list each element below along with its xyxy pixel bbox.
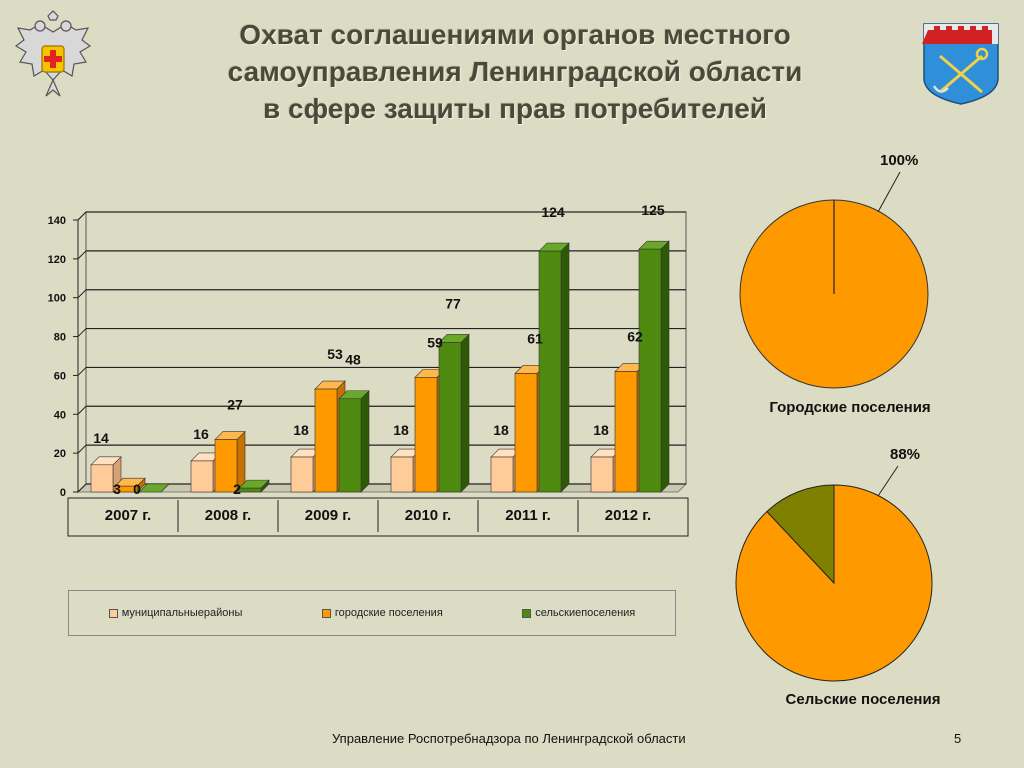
bar [390, 456, 414, 493]
bar [414, 377, 438, 493]
double-headed-eagle-emblem-icon [14, 10, 92, 97]
gridline-diag [77, 483, 87, 493]
data-label: 0 [133, 481, 141, 497]
bar [190, 460, 214, 493]
data-label: 18 [493, 422, 509, 438]
legend-swatch-municipal [108, 608, 118, 618]
x-tick-label: 2011 г. [505, 507, 551, 524]
data-label: 59 [427, 334, 443, 350]
bar-top [138, 483, 170, 493]
page-number: 5 [954, 731, 962, 746]
legend-item-municipal: муниципальныерайоны [108, 607, 243, 619]
title-line-1: Охват соглашениями органов местного [239, 19, 791, 50]
gridline-diag [77, 289, 87, 299]
footer-text: Управление Роспотребнадзора по Ленинград… [332, 731, 686, 746]
y-tick-label: 40 [54, 409, 66, 421]
urban-pie-chart [739, 199, 929, 389]
chart-back-wall [85, 211, 687, 485]
legend-label-municipal: муниципальныерайоны [121, 607, 243, 619]
data-label: 124 [541, 204, 565, 220]
y-tick-label: 140 [48, 215, 66, 227]
y-tick-label: 0 [60, 487, 66, 499]
gridline-diag [77, 405, 87, 415]
bar [614, 371, 638, 493]
legend-swatch-rural [522, 608, 532, 618]
bar [238, 487, 262, 493]
bar-side [660, 240, 670, 493]
data-label: 27 [227, 397, 243, 413]
data-label: 2 [233, 481, 241, 497]
rural-pie-leader-line [877, 465, 899, 497]
legend-swatch-urban [321, 608, 331, 618]
data-label: 61 [527, 330, 543, 346]
legend-item-urban: городские поселения [321, 607, 443, 619]
rural-pie-percent: 88% [890, 446, 921, 463]
gridline-diag [77, 250, 87, 260]
title-line-2: самоуправления Ленинградской области [227, 56, 803, 87]
leningrad-oblast-coat-of-arms-icon [922, 23, 999, 105]
x-tick-label: 2009 г. [305, 507, 351, 524]
slide-title: Охват соглашениями органов местного само… [170, 16, 860, 127]
chart-legend: муниципальныерайоны городские поселения … [68, 590, 676, 636]
bar [114, 485, 138, 493]
bar-side [360, 390, 370, 493]
title-line-3: в сфере защиты прав потребителей [263, 93, 767, 124]
bar-side [560, 242, 570, 493]
rural-pie-slice [766, 484, 835, 585]
rural-pie-title: Сельские поселения [785, 691, 941, 708]
x-tick-label: 2007 г. [105, 507, 151, 524]
category-axis-box [67, 497, 689, 537]
chart-side-wall [77, 210, 87, 494]
data-label: 48 [345, 352, 361, 368]
y-tick-label: 100 [48, 293, 66, 305]
bar [514, 373, 538, 493]
bar-side [460, 333, 470, 493]
x-tick-label: 2012 г. [605, 507, 651, 524]
y-tick-label: 60 [54, 370, 66, 382]
data-label: 14 [93, 430, 109, 446]
rural-pie-chart [735, 484, 933, 682]
y-tick-label: 20 [54, 448, 66, 460]
data-label: 18 [293, 422, 309, 438]
urban-pie-title: Городские поселения [769, 399, 931, 416]
x-tick-label: 2010 г. [405, 507, 451, 524]
bar [590, 456, 614, 493]
data-label: 62 [627, 329, 643, 345]
urban-pie-percent: 100% [880, 152, 919, 169]
y-tick-label: 80 [54, 332, 66, 344]
gridline-diag [77, 444, 87, 454]
legend-label-urban: городские поселения [334, 607, 443, 619]
data-label: 16 [193, 426, 209, 442]
bar [314, 388, 338, 493]
data-label: 53 [327, 346, 343, 362]
y-tick-label: 120 [48, 254, 66, 266]
data-label: 3 [113, 481, 121, 497]
gridline-diag [77, 367, 87, 376]
data-label: 77 [445, 295, 461, 311]
bar [90, 464, 114, 493]
gridline-diag [77, 328, 87, 337]
bar [638, 248, 662, 493]
data-label: 125 [641, 202, 665, 218]
urban-pie-leader-line [877, 171, 901, 213]
bar [438, 342, 462, 493]
legend-item-rural: сельскиепоселения [522, 607, 635, 619]
bar [214, 439, 238, 493]
x-tick-label: 2008 г. [205, 507, 251, 524]
legend-label-rural: сельскиепоселения [535, 607, 636, 619]
data-label: 18 [593, 422, 609, 438]
gridline-diag [77, 211, 87, 221]
bar [338, 398, 362, 493]
bar [490, 456, 514, 493]
data-label: 18 [393, 422, 409, 438]
bar [538, 250, 562, 493]
bar [290, 456, 314, 493]
